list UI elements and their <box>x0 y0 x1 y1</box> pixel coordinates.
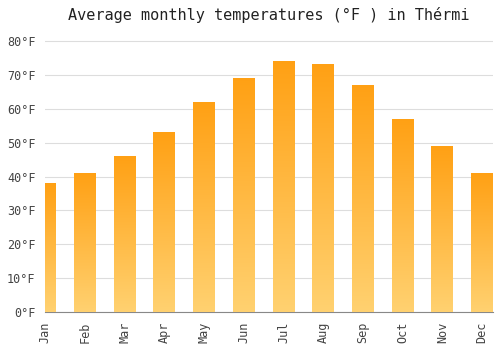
Bar <box>392 119 413 312</box>
Bar <box>154 133 176 312</box>
Bar <box>352 85 374 312</box>
Bar <box>233 78 254 312</box>
Bar <box>471 173 493 312</box>
Bar <box>34 183 56 312</box>
Title: Average monthly temperatures (°F ) in Thérmi: Average monthly temperatures (°F ) in Th… <box>68 7 470 23</box>
Bar <box>114 156 136 312</box>
Bar <box>432 146 454 312</box>
Bar <box>272 62 294 312</box>
Bar <box>312 65 334 312</box>
Bar <box>74 173 96 312</box>
Bar <box>193 102 215 312</box>
